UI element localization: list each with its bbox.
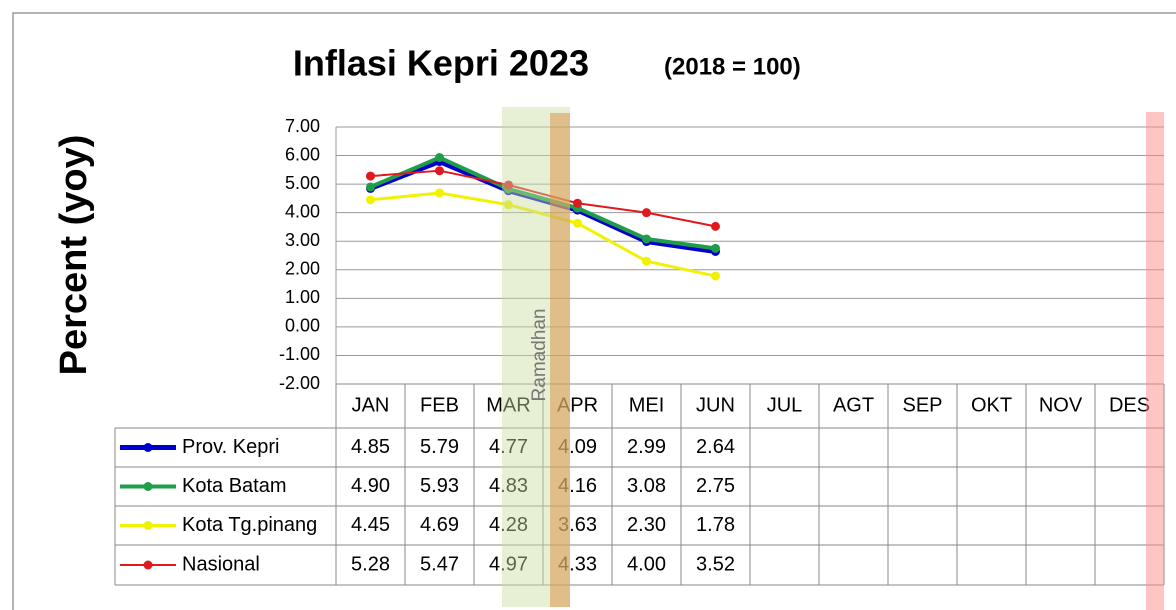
data-point xyxy=(435,153,444,163)
x-tick-label: DES xyxy=(1109,394,1150,416)
highlight-band xyxy=(1146,112,1164,610)
legend-label: Kota Batam xyxy=(182,475,287,497)
x-tick-label: FEB xyxy=(420,394,459,416)
y-tick-label: -1.00 xyxy=(279,344,320,364)
data-point xyxy=(366,182,375,192)
table-value: 5.79 xyxy=(420,436,459,458)
data-point xyxy=(711,221,720,231)
chart-frame xyxy=(12,12,1176,610)
data-point xyxy=(435,166,444,176)
legend-marker xyxy=(143,521,153,530)
series-line xyxy=(369,155,716,251)
table-value: 2.64 xyxy=(696,436,735,458)
y-tick-label: -2.00 xyxy=(279,373,320,393)
table-value: 4.28 xyxy=(489,514,528,536)
table-value: 1.78 xyxy=(696,514,735,536)
ramadhan-band-edge xyxy=(550,113,570,607)
data-point xyxy=(642,256,651,266)
table-value: 4.97 xyxy=(489,553,528,575)
plot: -2.00 -1.00 0.00 1.00 2.00 3.00 4.00 5.00 6.00 7.… xyxy=(114,116,1165,586)
data-point xyxy=(366,195,375,205)
data-point xyxy=(504,200,513,210)
annotation: Ramadhan xyxy=(529,309,550,402)
x-tick-label: SEP xyxy=(902,394,942,416)
legend-label: Nasional xyxy=(182,553,260,575)
data-point xyxy=(711,243,720,253)
data-point xyxy=(642,208,651,218)
y-tick-label: 0.00 xyxy=(285,316,320,336)
table-value: 2.75 xyxy=(696,475,735,497)
x-tick-label: AGT xyxy=(833,394,874,416)
data-point xyxy=(504,180,513,190)
table-value: 5.28 xyxy=(351,553,390,575)
table-value: 4.77 xyxy=(489,436,528,458)
table-value: 4.69 xyxy=(420,514,459,536)
x-tick-label: JUL xyxy=(767,394,803,416)
data-point xyxy=(573,218,582,228)
legend-marker xyxy=(143,482,153,491)
data-point xyxy=(366,171,375,181)
legend-label: Kota Tg.pinang xyxy=(182,514,317,536)
data-point xyxy=(435,188,444,198)
table-value: 5.47 xyxy=(420,553,459,575)
y-tick-label: 1.00 xyxy=(285,287,320,307)
table-value: 4.90 xyxy=(351,475,390,497)
series-line xyxy=(370,169,716,228)
data-point xyxy=(642,234,651,244)
chart-subtitle: (2018 = 100) xyxy=(664,53,801,80)
x-tick-label: JAN xyxy=(352,394,390,416)
legend-marker xyxy=(143,560,153,570)
table-value: 4.85 xyxy=(351,436,390,458)
series-line xyxy=(370,191,716,278)
y-tick-label: 4.00 xyxy=(285,201,320,221)
data-point xyxy=(573,198,582,208)
table-value: 4.00 xyxy=(627,553,666,575)
legend-marker xyxy=(143,443,153,452)
y-tick-label: 5.00 xyxy=(285,173,320,193)
table-value: 4.83 xyxy=(489,475,528,497)
table-value: 3.52 xyxy=(696,553,735,575)
table-value: 4.45 xyxy=(351,514,390,536)
x-tick-label: JUN xyxy=(696,394,735,416)
table-value: 2.30 xyxy=(627,514,666,536)
y-tick-label: 2.00 xyxy=(285,259,320,279)
table-value: 3.08 xyxy=(627,475,666,497)
x-tick-label: NOV xyxy=(1039,394,1083,416)
y-tick-label: 6.00 xyxy=(285,144,320,164)
x-tick-label: MAR xyxy=(486,394,530,416)
table-value: 2.99 xyxy=(627,436,666,458)
data-point xyxy=(711,271,720,281)
y-tick-label: 3.00 xyxy=(285,230,320,250)
x-tick-label: MEI xyxy=(629,394,665,416)
legend-label: Prov. Kepri xyxy=(182,436,279,458)
x-tick-label: OKT xyxy=(971,394,1012,416)
y-tick-label: 7.00 xyxy=(285,116,320,136)
y-axis-label: Percent (yoy) xyxy=(53,135,95,376)
table-value: 5.93 xyxy=(420,475,459,497)
chart-title: Inflasi Kepri 2023 xyxy=(293,43,589,84)
